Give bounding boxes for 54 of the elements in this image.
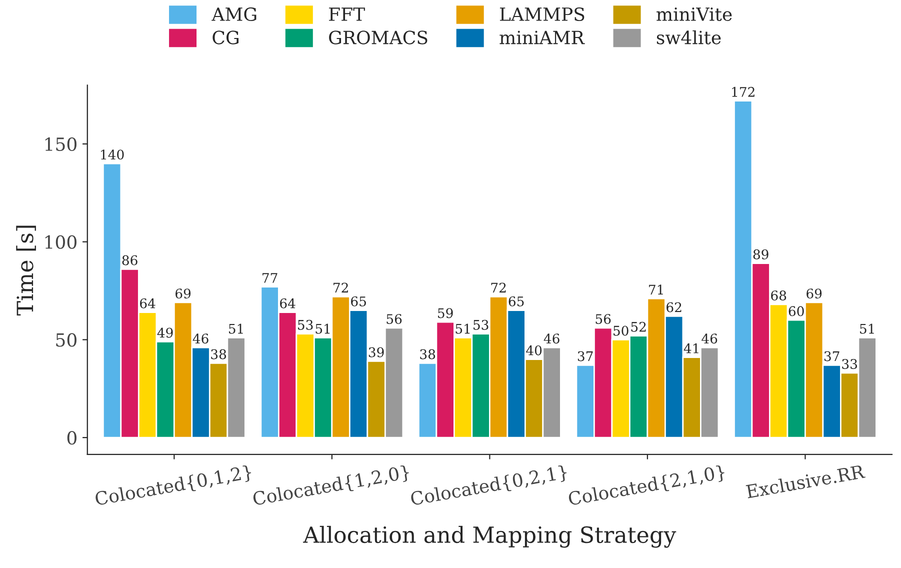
data-label: 140 [101, 150, 124, 160]
data-label: 51 [229, 324, 243, 334]
data-label: 38 [420, 349, 436, 360]
y-tick-label: 100 [45, 235, 76, 249]
data-label: 41 [684, 343, 698, 354]
data-label: 62 [666, 302, 682, 312]
data-label: 72 [334, 282, 348, 292]
data-label: 71 [649, 284, 663, 294]
data-label: 50 [614, 326, 628, 336]
data-label: 68 [771, 290, 786, 301]
y-axis-title: Time [s] [16, 226, 36, 316]
data-label: 60 [788, 306, 804, 316]
legend-label: GROMACS [329, 30, 428, 44]
legend-label: miniAMR [500, 30, 585, 44]
legend-label: AMG [212, 7, 256, 22]
legend-label: sw4lite [656, 30, 721, 44]
data-label: 59 [438, 308, 453, 318]
data-label: 46 [192, 334, 208, 344]
data-label: 77 [262, 273, 278, 283]
legend-label: FFT [329, 8, 365, 21]
data-label: 69 [176, 288, 191, 299]
y-tick-label: 50 [56, 333, 76, 347]
legend-label: miniVite [656, 7, 732, 22]
data-label: 53 [474, 320, 488, 330]
x-axis-title: Allocation and Mapping Strategy [303, 526, 676, 548]
data-label: 33 [842, 359, 858, 370]
data-label: 51 [316, 324, 330, 334]
data-label: 65 [351, 296, 366, 306]
data-label: 46 [544, 334, 560, 344]
data-label: 39 [368, 347, 384, 358]
legend-label: CG [212, 30, 238, 44]
data-label: 65 [508, 296, 524, 306]
data-label: 38 [211, 349, 226, 360]
data-label: 72 [491, 282, 506, 292]
data-label: 69 [806, 288, 822, 299]
data-label: 56 [596, 314, 611, 324]
data-label: 49 [157, 328, 173, 338]
data-label: 172 [732, 86, 754, 97]
data-label: 52 [631, 322, 646, 332]
data-label: 46 [702, 334, 718, 344]
data-label: 51 [456, 324, 470, 334]
data-label: 40 [526, 345, 542, 356]
y-tick-label: 150 [45, 137, 76, 152]
legend-label: LAMMPS [500, 7, 584, 22]
data-label: 86 [122, 255, 138, 266]
data-label: 89 [753, 249, 768, 260]
data-label: 64 [140, 298, 156, 308]
data-label: 51 [860, 324, 874, 334]
y-tick-label: 0 [67, 431, 76, 445]
data-label: 56 [386, 314, 402, 324]
data-label: 64 [280, 298, 296, 308]
data-label: 53 [298, 320, 313, 330]
data-label: 37 [578, 351, 593, 362]
data-label: 37 [824, 351, 840, 362]
